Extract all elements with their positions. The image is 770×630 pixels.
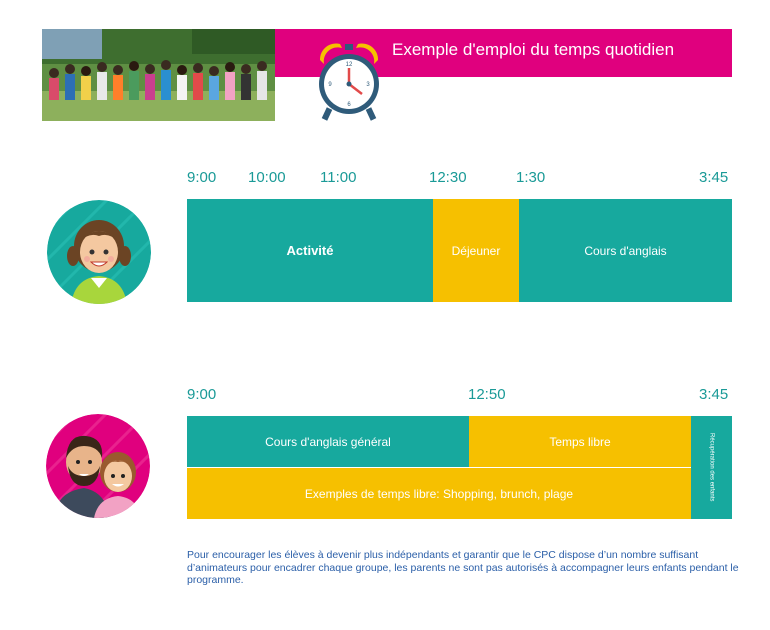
svg-text:6: 6 (347, 102, 351, 108)
policy-note: Pour encourager les élèves à devenir plu… (187, 549, 739, 586)
time-label: 11:00 (320, 169, 357, 186)
group-photo-image (42, 29, 275, 121)
time-label: 1:30 (516, 169, 546, 186)
svg-text:3: 3 (366, 82, 370, 88)
block-pickup: Récupération des enfants (691, 416, 732, 519)
block-free-time: Temps libre (469, 416, 691, 467)
time-label: 9:00 (187, 386, 217, 403)
block-general-english: Cours d'anglais général (187, 416, 469, 467)
svg-text:9: 9 (328, 82, 332, 88)
time-label: 3:45 (699, 386, 729, 403)
block-activity: Activité (187, 199, 433, 302)
svg-text:12: 12 (346, 62, 353, 68)
block-free-time-examples: Exemples de temps libre: Shopping, brunc… (187, 468, 691, 519)
pickup-label: Récupération des enfants (708, 433, 715, 502)
alarm-clock-icon: 12 3 6 9 (312, 38, 386, 122)
time-label: 3:45 (699, 169, 729, 186)
time-label: 12:50 (468, 386, 506, 403)
page-title: Exemple d'emploi du temps quotidien (392, 40, 675, 59)
parents-avatar (46, 414, 150, 518)
time-label: 10:00 (248, 169, 286, 186)
group-photo (42, 29, 275, 121)
block-lunch: Déjeuner (433, 199, 519, 302)
block-english-class: Cours d'anglais (519, 199, 732, 302)
time-label: 12:30 (429, 169, 467, 186)
time-label: 9:00 (187, 169, 217, 186)
student-avatar (47, 200, 151, 304)
